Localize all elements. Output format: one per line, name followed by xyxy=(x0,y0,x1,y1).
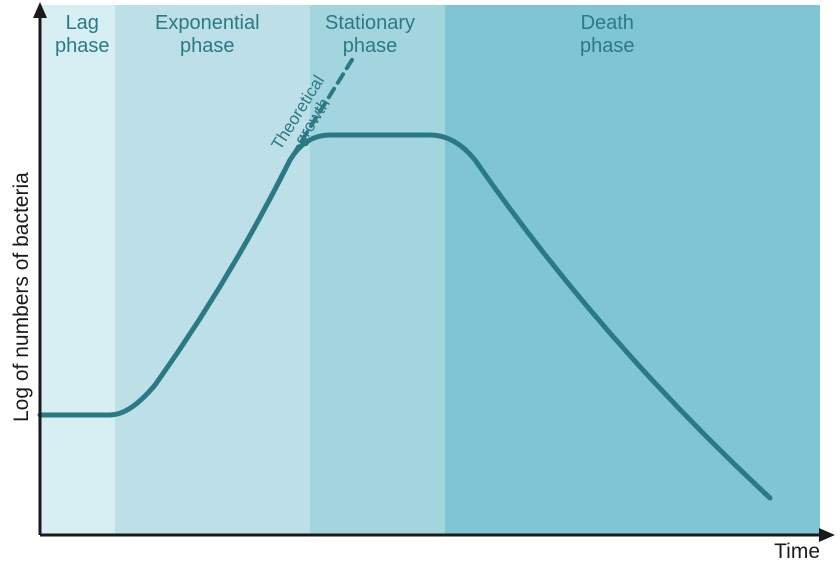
phase-label-lag: Lag phase xyxy=(55,12,110,58)
phase-stat-line1: Stationary xyxy=(325,12,415,34)
phase-death-line2: phase xyxy=(580,35,635,57)
phase-bg-exponential xyxy=(115,5,310,535)
bacterial-growth-chart: Lag phase Exponential phase Stationary p… xyxy=(0,0,840,576)
phase-exp-line2: phase xyxy=(180,35,235,57)
phase-lag-line2: phase xyxy=(55,35,110,57)
chart-svg xyxy=(0,0,840,576)
y-axis-label: Log of numbers of bacteria xyxy=(10,172,34,422)
phase-label-exponential: Exponential phase xyxy=(155,12,260,58)
phase-death-line1: Death xyxy=(581,12,634,34)
phase-label-death: Death phase xyxy=(580,12,635,58)
phase-label-stationary: Stationary phase xyxy=(325,12,415,58)
phase-lag-line1: Lag xyxy=(66,12,99,34)
phase-stat-line2: phase xyxy=(343,35,398,57)
phase-bg-death xyxy=(445,5,820,535)
x-axis-label: Time xyxy=(774,540,820,564)
phase-exp-line1: Exponential xyxy=(155,12,260,34)
phase-bg-lag xyxy=(40,5,115,535)
phase-backgrounds xyxy=(40,5,820,535)
x-axis-arrowhead xyxy=(819,528,835,542)
